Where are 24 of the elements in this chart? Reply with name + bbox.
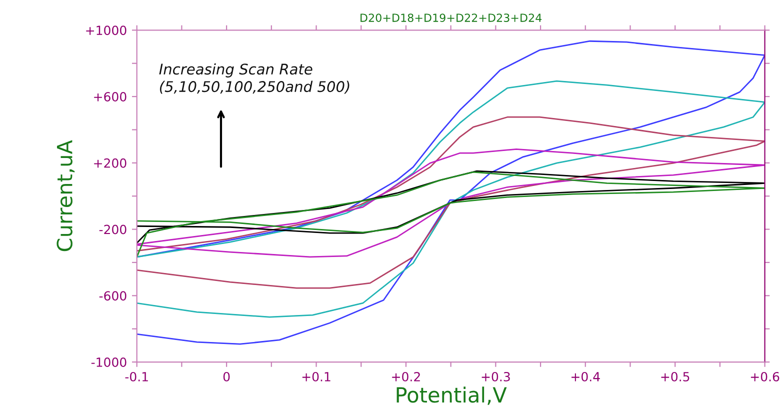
x-tick-label: +0.4 [572, 372, 600, 382]
line-series [136, 170, 765, 244]
y-tick-label: +1000 [86, 26, 126, 36]
x-axis-title: Potential,V [396, 386, 507, 405]
line-series [136, 40, 765, 345]
y-tick-label: -600 [99, 291, 126, 301]
y-tick-label: -1000 [91, 357, 126, 367]
y-axis-title: Current,uA [56, 140, 75, 252]
x-tick-label: +0.1 [302, 372, 330, 382]
y-tick-label: +600 [94, 92, 126, 102]
chart-title: D20+D18+D19+D22+D23+D24 [360, 14, 542, 22]
y-tick-label: -200 [99, 224, 126, 234]
x-tick-label: +0.6 [750, 372, 780, 382]
line-series [136, 80, 765, 318]
x-tick-label: +0.2 [392, 372, 420, 382]
x-tick-label: +0.5 [661, 372, 690, 382]
x-tick-label: 0 [223, 372, 230, 382]
y-tick-label: +200 [94, 158, 126, 168]
line-series [136, 148, 765, 258]
line-series [136, 116, 765, 289]
line-series [136, 171, 765, 258]
x-tick-label: +0.3 [482, 372, 510, 382]
x-tick-label: -0.1 [125, 372, 148, 382]
annotation: Increasing Scan Rate (5,10,50,100,250and 500) [159, 63, 350, 94]
